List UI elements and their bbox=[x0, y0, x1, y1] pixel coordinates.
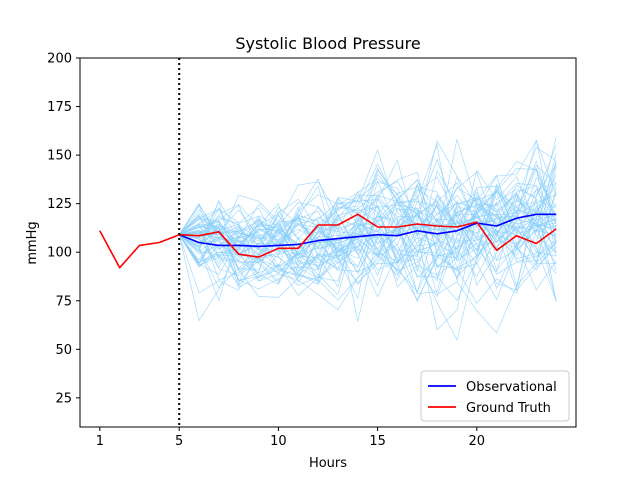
sample-trajectory bbox=[178, 174, 557, 311]
legend-box bbox=[420, 370, 570, 422]
sample-trajectory bbox=[179, 209, 557, 334]
series-line-ground-truth bbox=[99, 213, 557, 269]
legend: Observational Ground Truth bbox=[420, 370, 570, 422]
plot-frame bbox=[79, 57, 577, 428]
x-tick-label: 20 bbox=[469, 434, 486, 449]
sample-trajectory bbox=[178, 198, 557, 282]
sample-trajectory bbox=[179, 188, 557, 287]
y-tick-label: 175 bbox=[47, 100, 72, 115]
sample-trajectory bbox=[179, 149, 557, 281]
x-tick-label: 1 bbox=[96, 434, 104, 449]
y-tick-label: 150 bbox=[47, 149, 72, 164]
legend-label-ground-truth: Ground Truth bbox=[466, 401, 551, 416]
y-tick-label: 50 bbox=[55, 343, 72, 358]
chart-title: Systolic Blood Pressure bbox=[235, 34, 420, 53]
x-tick-label: 15 bbox=[369, 434, 386, 449]
legend-label-observational: Observational bbox=[466, 380, 557, 395]
y-tick-label: 100 bbox=[47, 246, 72, 261]
y-tick-label: 75 bbox=[55, 294, 72, 309]
sample-trajectory bbox=[179, 169, 557, 264]
series-layer bbox=[99, 213, 557, 269]
sample-trajectory bbox=[179, 164, 557, 291]
y-tick-label: 200 bbox=[47, 52, 72, 67]
sample-trajectory bbox=[178, 182, 557, 285]
sample-trajectory bbox=[179, 167, 557, 289]
x-axis-label: Hours bbox=[309, 456, 347, 471]
sample-trajectory bbox=[179, 194, 557, 287]
sample-trajectory bbox=[179, 167, 557, 295]
sample-trajectory bbox=[178, 185, 557, 282]
series-line-observational bbox=[178, 213, 557, 248]
y-axis: 25 50 75 100 125 150 175 200 bbox=[47, 52, 80, 406]
x-axis: 1 5 10 15 20 bbox=[96, 427, 485, 449]
sample-trajectory bbox=[178, 204, 557, 282]
y-tick-label: 25 bbox=[55, 391, 72, 406]
sample-trajectory bbox=[178, 139, 557, 256]
x-tick-label: 5 bbox=[175, 434, 183, 449]
sample-trajectory bbox=[179, 160, 557, 257]
x-tick-label: 10 bbox=[270, 434, 287, 449]
sample-trajectory bbox=[178, 203, 557, 275]
sample-trajectory bbox=[178, 144, 557, 298]
y-tick-label: 125 bbox=[47, 197, 72, 212]
y-axis-label: mmHg bbox=[25, 221, 40, 264]
sample-trajectory bbox=[179, 178, 557, 263]
sample-trajectory bbox=[178, 179, 557, 286]
